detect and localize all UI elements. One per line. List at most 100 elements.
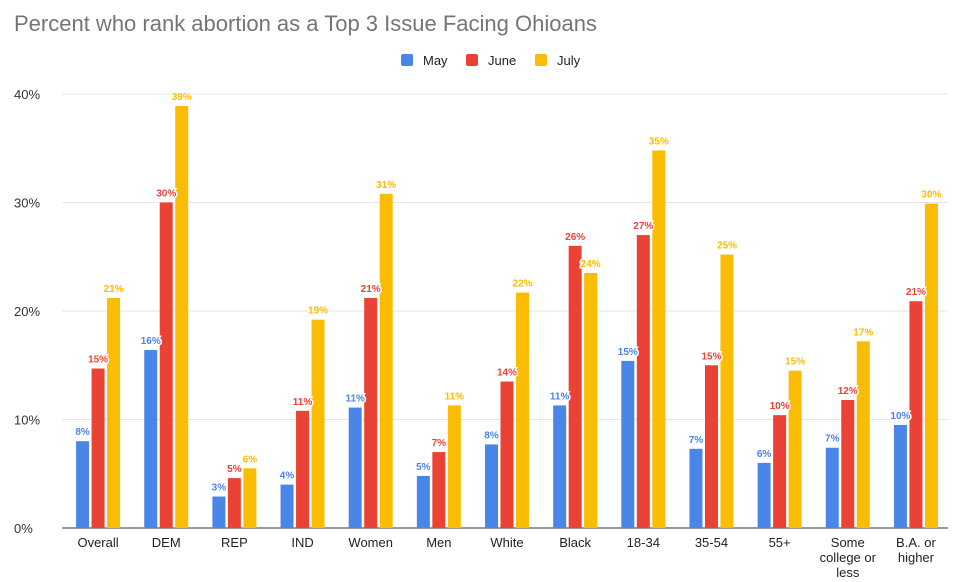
x-tick-label: college or	[820, 550, 877, 565]
data-label: 15%	[701, 351, 721, 362]
x-axis-labels: Overall DEM REP IND Women Men White Black 18-34 3…	[77, 535, 936, 580]
bar-july	[175, 105, 189, 528]
legend-swatch-may	[401, 54, 413, 66]
data-label: 15%	[618, 347, 638, 358]
bar-july	[788, 370, 802, 528]
x-tick-label: less	[836, 565, 860, 580]
data-label: 21%	[906, 287, 926, 298]
bar-june	[636, 235, 650, 529]
bar-may	[485, 444, 498, 528]
bar-may	[893, 424, 907, 528]
bar-may	[144, 350, 158, 528]
x-tick-label: IND	[291, 535, 313, 550]
x-tick-label: REP	[221, 535, 248, 550]
x-tick-label: Women	[348, 535, 393, 550]
x-tick-label: Some	[831, 535, 865, 550]
x-tick-label: White	[490, 535, 523, 550]
data-label: 5%	[227, 464, 242, 475]
data-label: 25%	[717, 241, 737, 252]
bar-june	[500, 381, 514, 528]
data-label: 7%	[825, 434, 840, 445]
legend-swatch-june	[466, 54, 478, 66]
x-tick-label: DEM	[152, 535, 181, 550]
x-tick-label: Black	[559, 535, 591, 550]
y-tick-label: 0%	[14, 521, 33, 536]
data-label: 11%	[445, 391, 465, 402]
bar-june	[568, 245, 582, 528]
y-axis-labels: 0% 10% 20% 30% 40%	[14, 87, 40, 536]
bar-june	[364, 297, 378, 528]
x-tick-label: 55+	[769, 535, 791, 550]
data-label: 10%	[890, 411, 910, 422]
x-tick-label: 18-34	[627, 535, 660, 550]
data-label: 31%	[376, 180, 396, 191]
data-label: 15%	[785, 357, 805, 368]
bar-may	[76, 441, 90, 528]
bar-may	[416, 475, 430, 528]
data-label: 16%	[141, 336, 161, 347]
chart-title: Percent who rank abortion as a Top 3 Iss…	[14, 11, 597, 36]
bar-may	[280, 484, 294, 528]
data-label: 17%	[853, 327, 873, 338]
x-tick-label: higher	[898, 550, 935, 565]
data-label: 11%	[293, 397, 313, 408]
bar-may	[689, 448, 703, 528]
data-label: 11%	[345, 394, 365, 405]
bar-june	[159, 202, 173, 528]
bar-may	[212, 496, 226, 528]
data-label: 6%	[757, 449, 772, 460]
legend: May June July	[401, 53, 581, 68]
data-labels: 8%15%21%16%30%39%3%5%6%4%11%19%11%21%31%…	[74, 90, 943, 495]
data-label: 35%	[649, 136, 669, 147]
bar-july	[720, 254, 734, 528]
y-tick-label: 40%	[14, 87, 40, 102]
data-label: 4%	[280, 471, 295, 482]
legend-label-may: May	[423, 53, 448, 68]
x-tick-label: Overall	[77, 535, 118, 550]
data-label: 6%	[243, 454, 258, 465]
legend-label-july: July	[557, 53, 581, 68]
data-label: 39%	[172, 92, 192, 103]
bar-june	[909, 301, 923, 528]
data-label: 22%	[512, 279, 532, 290]
data-label: 5%	[416, 462, 431, 473]
data-label: 30%	[156, 189, 176, 200]
x-tick-label: B.A. or	[896, 535, 936, 550]
x-tick-label: 35-54	[695, 535, 728, 550]
legend-swatch-july	[535, 54, 547, 66]
bar-may	[348, 407, 362, 528]
bar-july	[243, 468, 257, 528]
bar-june	[773, 415, 787, 528]
bar-july	[924, 203, 938, 528]
data-label: 8%	[484, 430, 499, 441]
bar-may	[553, 405, 567, 528]
bar-july	[584, 273, 598, 528]
bar-june	[432, 452, 446, 528]
y-tick-label: 30%	[14, 196, 40, 211]
bar-july	[311, 319, 325, 528]
data-label: 27%	[633, 221, 653, 232]
bar-june	[227, 478, 241, 528]
data-label: 12%	[838, 386, 858, 397]
bar-july	[447, 405, 461, 528]
data-label: 30%	[921, 190, 941, 201]
bar-may	[757, 462, 771, 528]
x-tick-label: Men	[426, 535, 451, 550]
data-label: 7%	[689, 435, 704, 446]
bar-may	[621, 360, 635, 528]
data-label: 19%	[308, 306, 328, 317]
data-label: 10%	[770, 401, 790, 412]
data-label: 24%	[581, 259, 601, 270]
legend-label-june: June	[488, 53, 516, 68]
bar-july	[652, 150, 666, 529]
bars	[76, 105, 938, 529]
bar-july	[516, 292, 529, 528]
data-label: 3%	[212, 483, 227, 494]
y-tick-label: 20%	[14, 304, 40, 319]
bar-july	[856, 341, 870, 528]
data-label: 26%	[565, 232, 585, 243]
bar-july	[107, 297, 121, 528]
bar-june	[704, 365, 718, 528]
data-label: 7%	[432, 438, 447, 449]
